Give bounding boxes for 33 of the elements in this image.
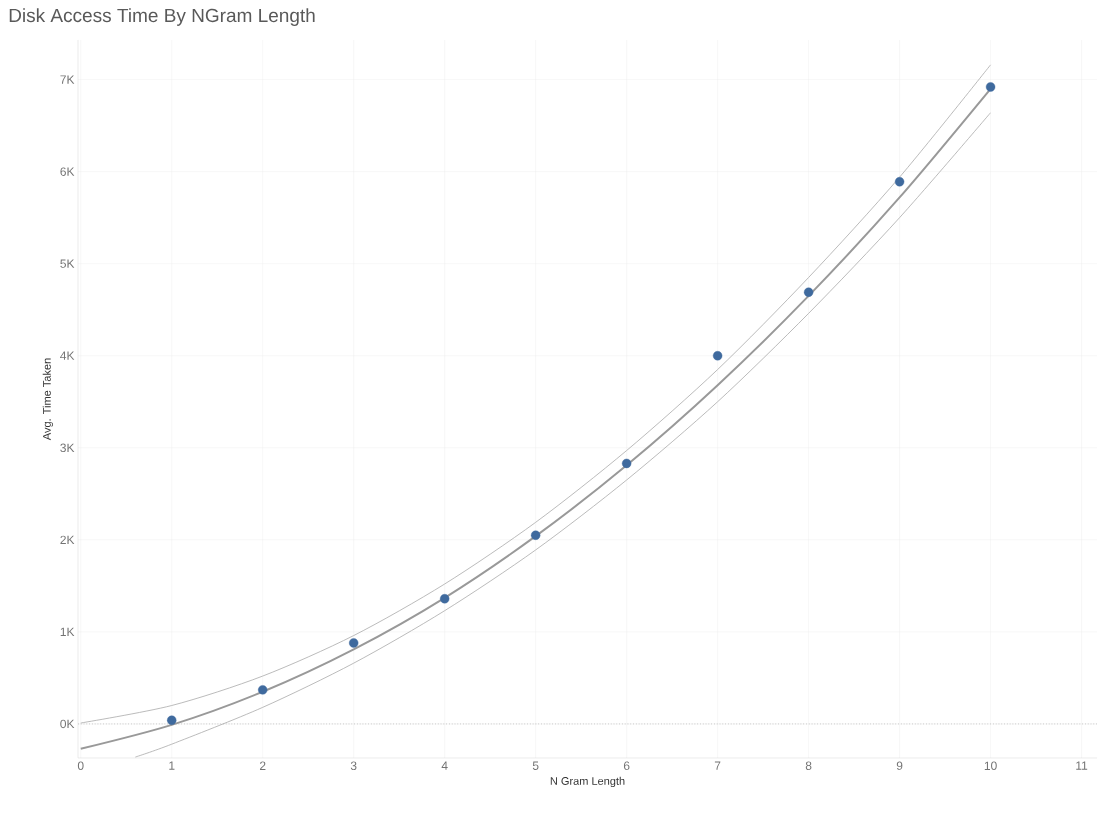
y-tick-label: 1K [60,627,75,636]
point [803,287,814,297]
y-tick-label: 3K [60,443,75,453]
y-tick-label: 5K [60,259,75,268]
x-axis-title: N Gram Length [550,776,625,788]
x-tick-label: 2 [259,761,266,770]
x-tick-label: 5 [532,761,539,770]
x-tick-label: 7 [714,761,721,770]
point [621,458,632,469]
x-tick-label: 6 [623,761,630,771]
point [349,638,359,648]
y-tick-label: 6K [60,167,75,176]
point [258,685,268,695]
point [439,594,450,604]
y-tick-label: 4K [60,351,75,360]
x-tick-label: 11 [1076,761,1088,770]
point [167,715,177,725]
x-tick-label: 4 [441,761,448,770]
chart-title: Disk Access Time By NGram Length [9,8,315,26]
point [712,351,723,361]
point [894,177,905,187]
x-tick-label: 8 [805,761,812,771]
x-tick-label: 10 [984,761,997,771]
y-tick-label: 7K [60,75,75,84]
x-tick-label: 1 [169,761,175,770]
x-tick-label: 3 [350,761,357,771]
x-tick-label: 9 [896,761,903,771]
point [530,530,541,540]
y-tick-label: 2K [60,535,75,545]
x-tick-label: 0 [77,761,84,771]
y-axis-title: Avg. Time Taken [42,358,53,441]
y-tick-label: 0K [60,719,75,729]
point [985,82,996,92]
